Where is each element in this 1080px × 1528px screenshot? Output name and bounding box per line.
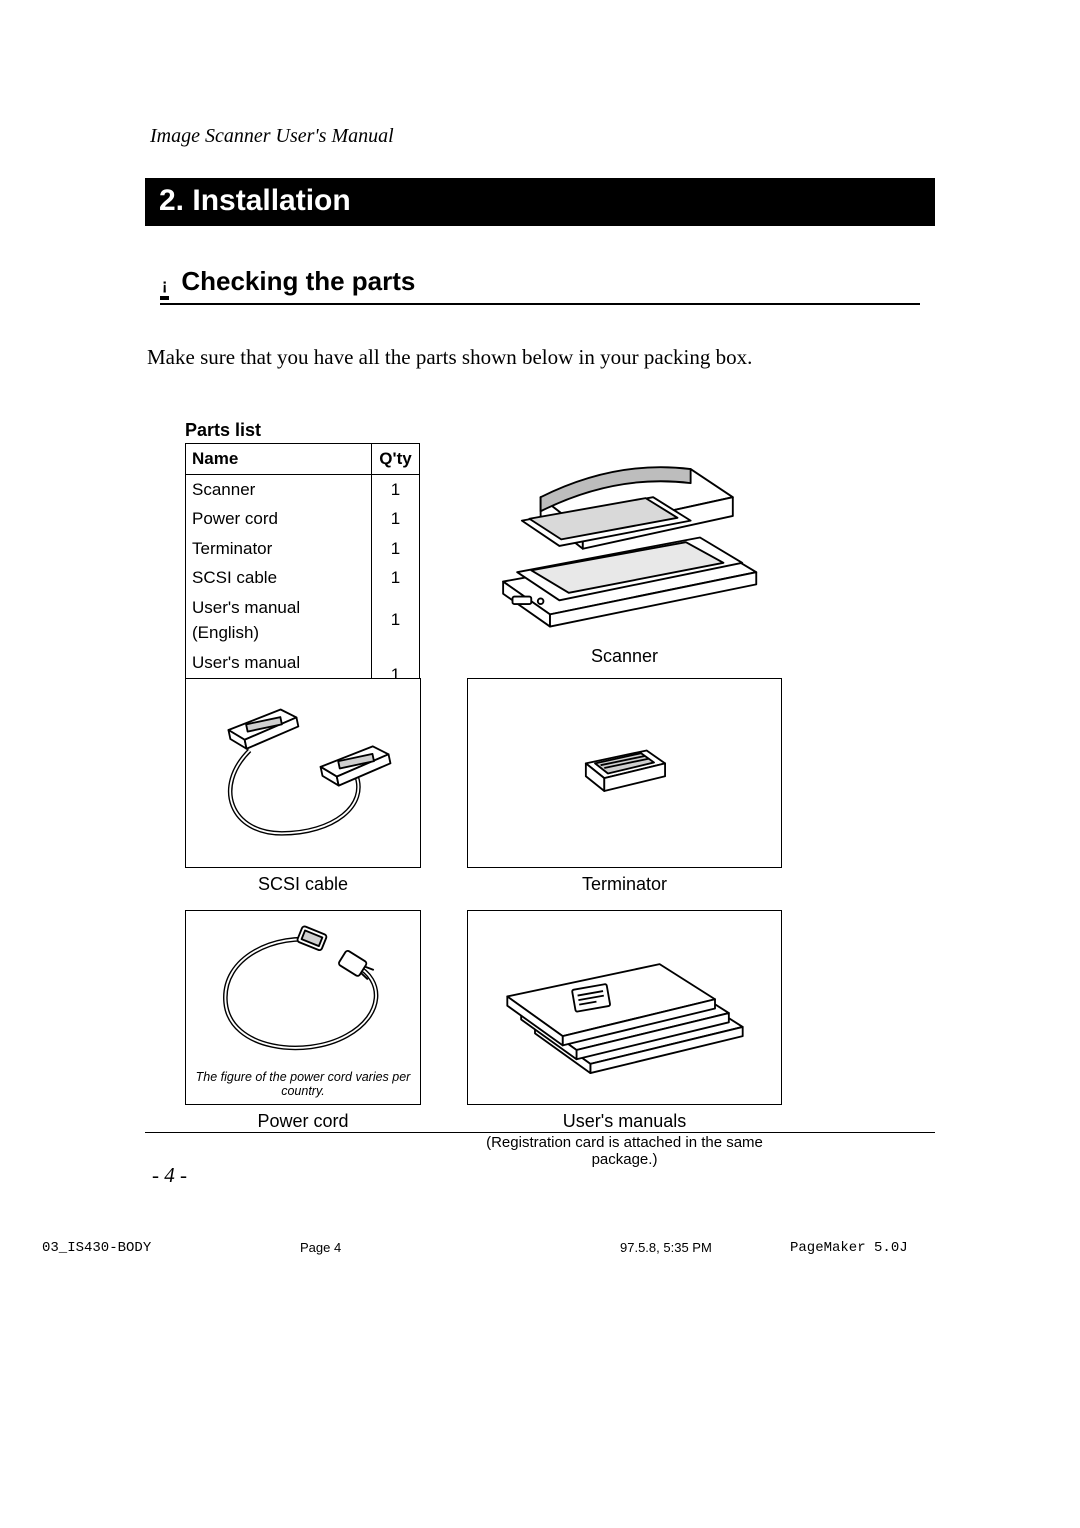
slug-file: 03_IS430-BODY: [42, 1240, 151, 1256]
scsi-cable-illustration-icon: [185, 678, 421, 868]
caption-manuals-sub: (Registration card is attached in the sa…: [467, 1134, 782, 1168]
caption-power-cord: Power cord: [185, 1111, 421, 1132]
manuals-illustration-icon: [467, 910, 782, 1105]
caption-scsi: SCSI cable: [185, 874, 421, 895]
running-header: Image Scanner User's Manual: [150, 125, 935, 148]
table-row: Power cord1: [186, 504, 420, 534]
content-area: Parts list Name Q'ty Scanner1 Power cord…: [185, 420, 935, 788]
terminator-illustration-icon: [467, 678, 782, 868]
section-marker: ¡: [160, 277, 169, 300]
chapter-title: 2. Installation: [145, 178, 935, 226]
figure-terminator: Terminator: [467, 678, 782, 895]
slug-app: PageMaker 5.0J: [790, 1240, 908, 1256]
page-number: - 4 -: [152, 1163, 187, 1188]
power-cord-note: The figure of the power cord varies per …: [186, 1066, 420, 1104]
section-title: Checking the parts: [181, 266, 415, 297]
col-qty: Q'ty: [372, 444, 420, 475]
figure-power-cord: The figure of the power cord varies per …: [185, 910, 421, 1132]
power-cord-illustration-icon: The figure of the power cord varies per …: [185, 910, 421, 1105]
figure-users-manuals: User's manuals (Registration card is att…: [467, 910, 782, 1168]
table-header-row: Name Q'ty: [186, 444, 420, 475]
table-row: Terminator1: [186, 534, 420, 564]
table-row: SCSI cable1: [186, 563, 420, 593]
footer-rule: [145, 1132, 935, 1133]
figure-scanner: Scanner: [467, 420, 782, 667]
intro-text: Make sure that you have all the parts sh…: [147, 345, 935, 370]
col-name: Name: [186, 444, 372, 475]
slug-datetime: 97.5.8, 5:35 PM: [620, 1240, 712, 1255]
slug-page: Page 4: [300, 1240, 341, 1255]
table-row: User's manual (English)1: [186, 593, 420, 648]
caption-terminator: Terminator: [467, 874, 782, 895]
figure-scsi-cable: SCSI cable: [185, 678, 421, 895]
page: Image Scanner User's Manual 2. Installat…: [0, 0, 1080, 1528]
caption-manuals: User's manuals: [467, 1111, 782, 1132]
section-heading: ¡ Checking the parts: [160, 266, 920, 305]
scanner-illustration-icon: [467, 420, 782, 640]
table-row: Scanner1: [186, 474, 420, 504]
caption-scanner: Scanner: [467, 646, 782, 667]
